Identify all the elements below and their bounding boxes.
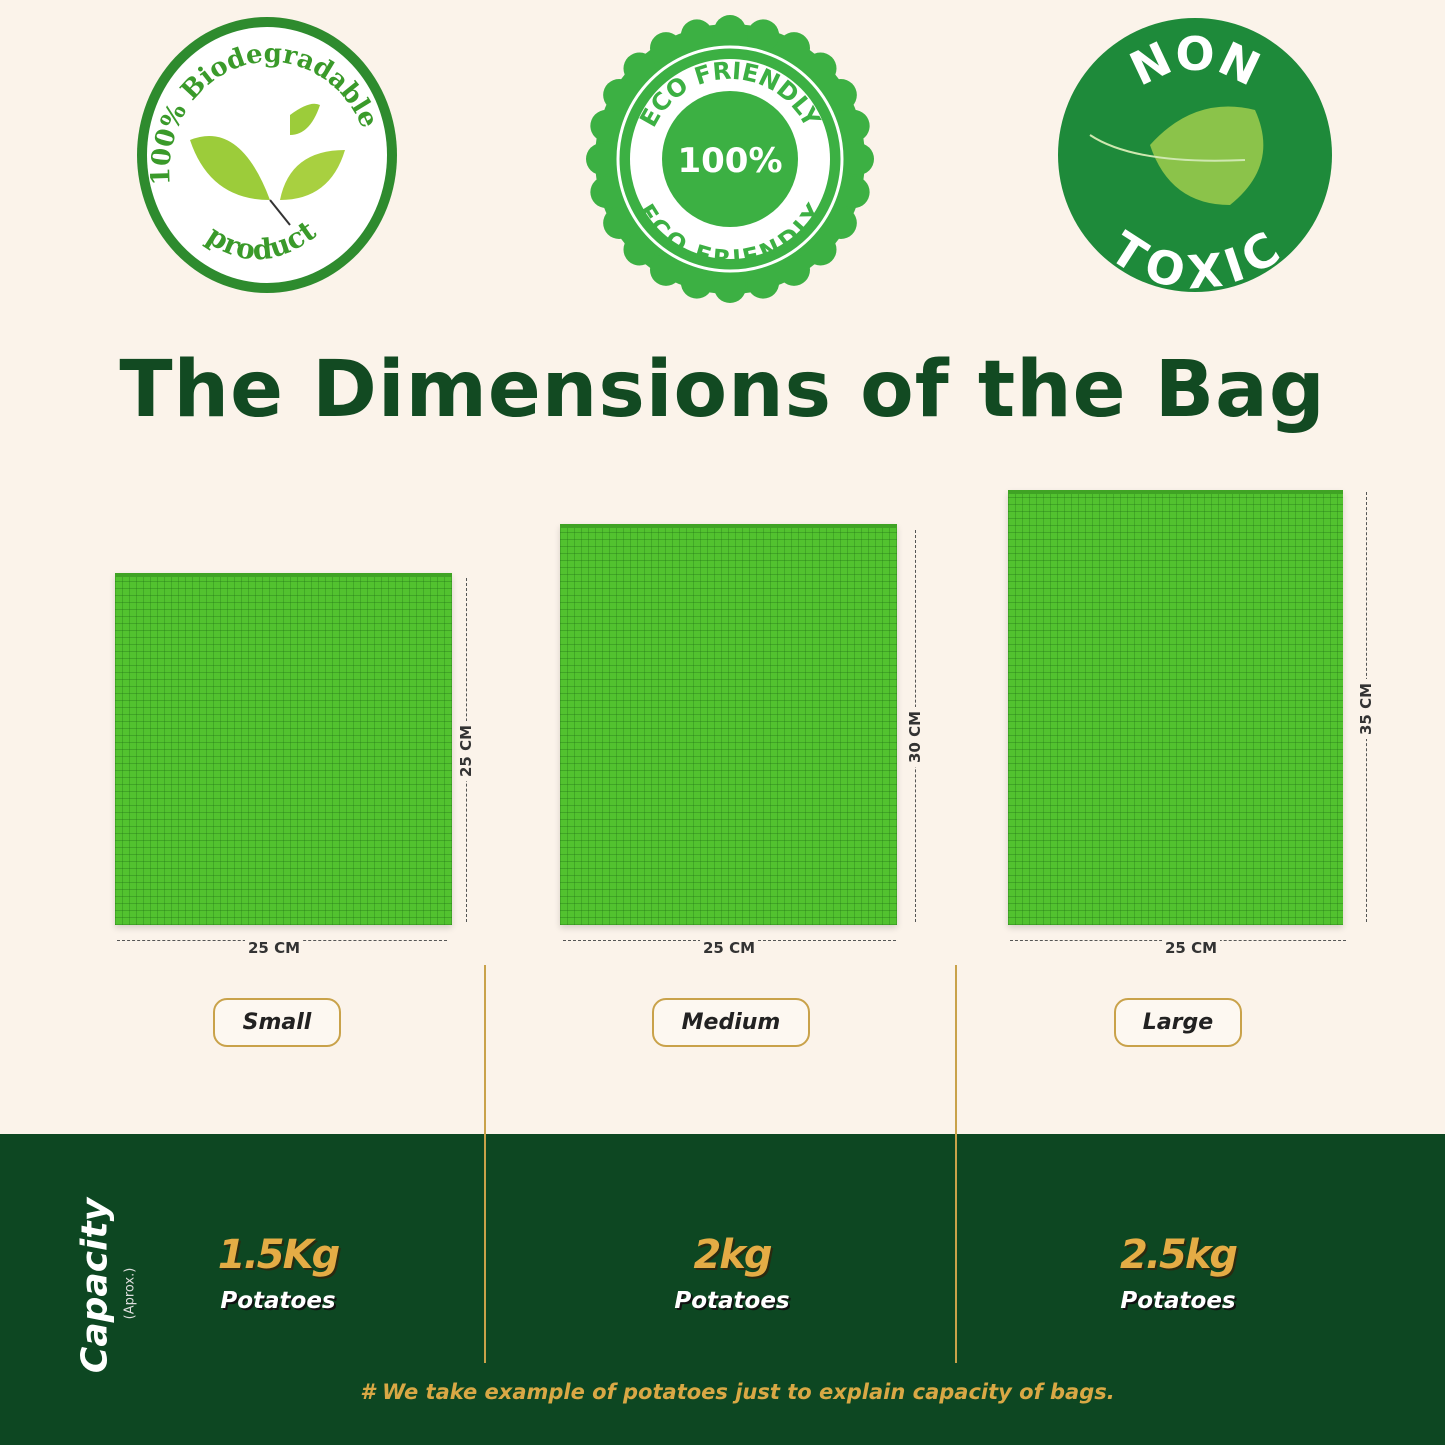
capacity-medium-item: Potatoes — [674, 1288, 790, 1314]
capacity-heading: Capacity — [74, 1197, 116, 1374]
size-medium-label: Medium — [652, 998, 810, 1047]
capacity-small-value: 1.5Kg — [217, 1232, 341, 1278]
height-label: 25 CM — [457, 721, 475, 781]
non-toxic-badge: NON TOXIC — [1058, 18, 1332, 295]
width-label: 25 CM — [245, 939, 304, 957]
page-title: The Dimensions of the Bag — [119, 345, 1326, 435]
footnote: # We take example of potatoes just to ex… — [360, 1380, 1115, 1404]
bag-medium-image — [560, 524, 897, 925]
bag-small-image — [115, 573, 452, 925]
bag-large-image — [1008, 490, 1343, 925]
capacity-small-item: Potatoes — [220, 1288, 336, 1314]
capacity-band — [0, 1134, 1445, 1445]
leaf-icon — [1089, 106, 1264, 205]
capacity-large-item: Potatoes — [1120, 1288, 1236, 1314]
svg-text:100%: 100% — [677, 141, 782, 181]
column-divider — [955, 965, 957, 1363]
width-label: 25 CM — [700, 939, 759, 957]
size-small-label: Small — [213, 998, 341, 1047]
capacity-medium-value: 2kg — [693, 1232, 772, 1278]
capacity-large-value: 2.5kg — [1119, 1232, 1238, 1278]
size-large-label: Large — [1114, 998, 1242, 1047]
leaf-icon — [190, 103, 345, 226]
eco-friendly-badge: ECO FRIENDLY ECO FRIENDLY 100% — [586, 15, 874, 303]
column-divider — [484, 965, 486, 1363]
biodegradable-badge: 100% Biodegradable product — [137, 17, 397, 293]
height-label: 35 CM — [1357, 679, 1375, 739]
height-label: 30 CM — [906, 707, 924, 767]
width-label: 25 CM — [1162, 939, 1221, 957]
